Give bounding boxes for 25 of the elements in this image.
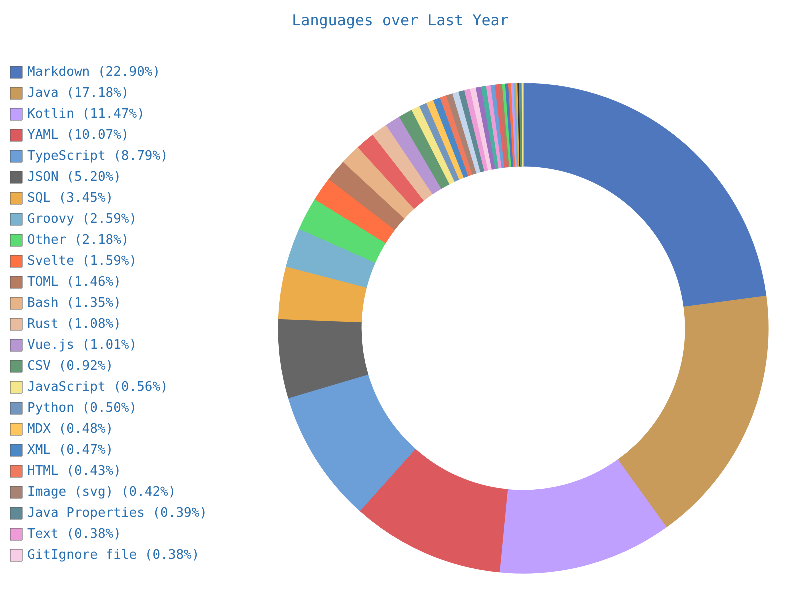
legend-label: Java (17.18%) xyxy=(28,86,130,101)
legend-label: Bash (1.35%) xyxy=(28,296,122,311)
legend-label: TypeScript (8.79%) xyxy=(28,149,168,164)
legend-label: Markdown (22.90%) xyxy=(28,65,161,80)
chart-title: Languages over Last Year xyxy=(292,12,509,30)
legend-label: Groovy (2.59%) xyxy=(28,212,138,227)
legend-label: MDX (0.48%) xyxy=(28,422,114,437)
legend-label: JSON (5.20%) xyxy=(28,170,122,185)
legend-label: Text (0.38%) xyxy=(28,527,122,542)
legend-label: Other (2.18%) xyxy=(28,233,130,248)
legend-label: JavaScript (0.56%) xyxy=(28,380,168,395)
legend-label: Vue.js (1.01%) xyxy=(28,338,138,353)
legend-label: GitIgnore file (0.38%) xyxy=(28,548,200,563)
legend-label: Svelte (1.59%) xyxy=(28,254,138,269)
legend-label: TOML (1.46%) xyxy=(28,275,122,290)
legend-label: Java Properties (0.39%) xyxy=(28,506,208,521)
legend-label: Rust (1.08%) xyxy=(28,317,122,332)
legend-label: CSV (0.92%) xyxy=(28,359,114,374)
legend-label: Image (svg) (0.42%) xyxy=(28,485,176,500)
legend-label: Python (0.50%) xyxy=(28,401,138,416)
legend-label: SQL (3.45%) xyxy=(28,191,114,206)
legend-label: HTML (0.43%) xyxy=(28,464,122,479)
legend-label: YAML (10.07%) xyxy=(28,128,130,143)
legend-label: Kotlin (11.47%) xyxy=(28,107,145,122)
legend-label: XML (0.47%) xyxy=(28,443,114,458)
